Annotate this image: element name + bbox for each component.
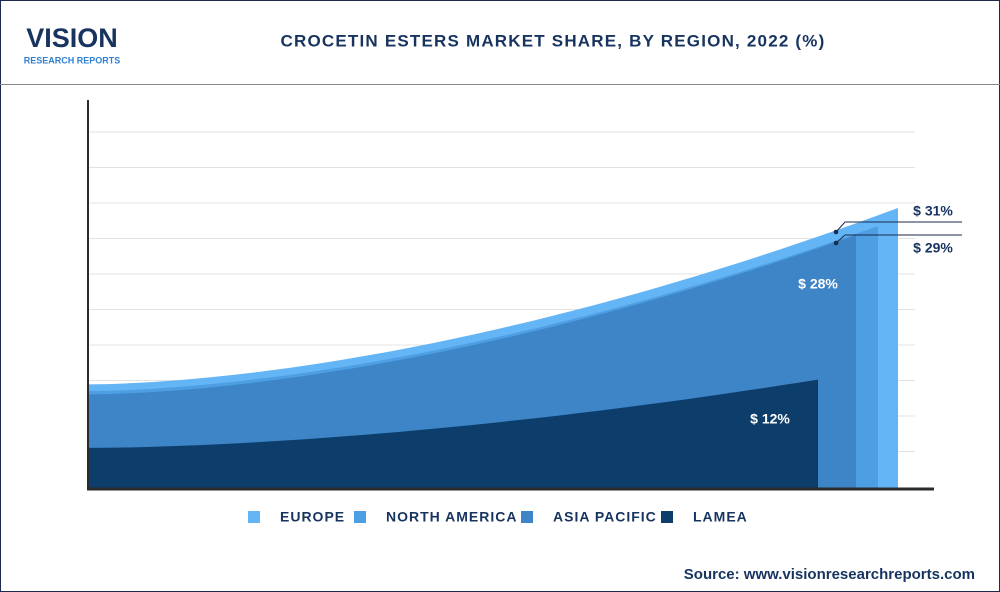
legend-swatch — [521, 511, 533, 523]
legend: EUROPE NORTH AMERICA ASIA PACIFIC LAMEA — [248, 509, 748, 525]
leader-dot — [833, 240, 839, 246]
legend-swatch — [248, 511, 260, 523]
area — [88, 379, 818, 488]
source: Source: www.visionresearchreports.com — [684, 566, 975, 583]
data-label: $ 29% — [913, 240, 953, 256]
legend-label: EUROPE — [280, 509, 345, 525]
logo-sub: RESEARCH REPORTS — [24, 55, 121, 65]
data-labels: $ 31% $ 29% $ 28% $ 12% — [750, 203, 953, 427]
legend-swatch — [661, 511, 673, 523]
logo: VISION — [26, 23, 118, 53]
data-label: $ 28% — [798, 276, 838, 292]
chart-title: CROCETIN ESTERS MARKET SHARE, BY REGION,… — [281, 31, 826, 50]
legend-label: NORTH AMERICA — [386, 509, 517, 525]
leader-line — [835, 234, 962, 244]
data-label: $ 12% — [750, 411, 790, 427]
legend-swatch — [354, 511, 366, 523]
leader-lines — [833, 221, 962, 246]
leader-dot — [833, 229, 839, 235]
leader-line — [835, 221, 962, 233]
data-label: $ 31% — [913, 203, 953, 219]
legend-label: LAMEA — [693, 509, 748, 525]
plot — [88, 208, 898, 488]
legend-label: ASIA PACIFIC — [553, 509, 657, 525]
